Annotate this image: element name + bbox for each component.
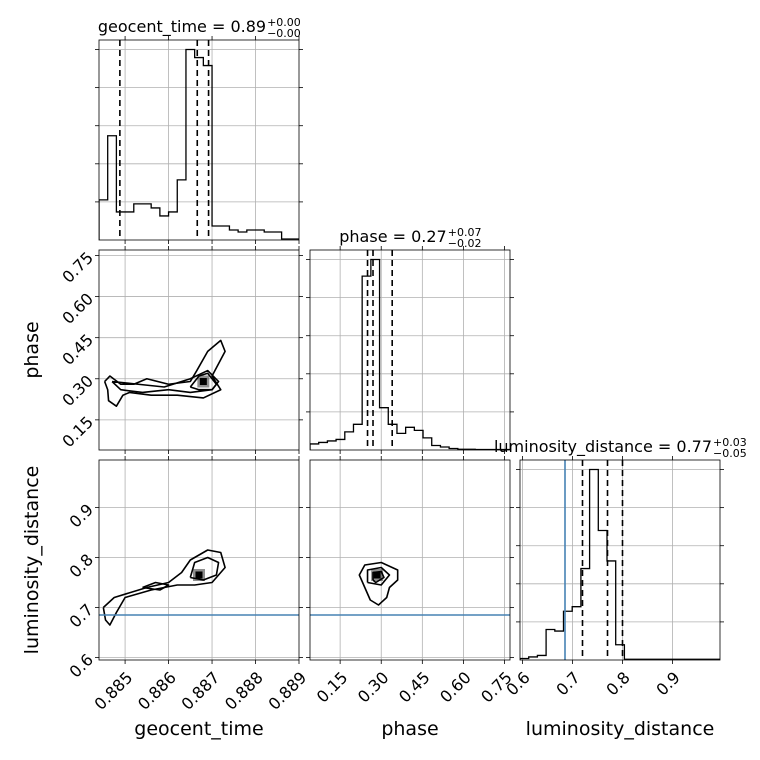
y-tick-label: 0.6 xyxy=(66,650,97,681)
panel-phase-vs-geocent_time xyxy=(95,246,303,454)
title-lower-error: −0.02 xyxy=(448,237,482,250)
title-upper-error: +0.00 xyxy=(267,16,301,29)
title-lower-error: −0.00 xyxy=(267,27,301,40)
title-phase: phase = 0.27 +0.07−0.02 xyxy=(339,226,481,250)
ylabel-phase: phase xyxy=(21,321,43,378)
x-tick-label: 0.15 xyxy=(313,668,352,707)
panel-frame xyxy=(98,39,300,241)
title-lower-error: −0.05 xyxy=(713,447,747,460)
contour-level-3 xyxy=(372,570,385,584)
title-main: geocent_time = 0.89 xyxy=(98,17,266,37)
histogram-step-geocent_time xyxy=(99,48,299,240)
y-tick-label: 0.75 xyxy=(58,248,97,287)
panel-frame xyxy=(98,249,300,451)
y-tick-label: 0.45 xyxy=(58,330,97,369)
xlabel-phase: phase xyxy=(381,718,438,740)
panel-frame xyxy=(309,459,511,661)
x-tick-label: 0.60 xyxy=(436,668,475,707)
ylabel-luminosity_distance: luminosity_distance xyxy=(21,466,43,655)
density-peak xyxy=(373,571,381,579)
panel-luminosity_distance-vs-phase xyxy=(306,456,514,664)
y-tick-label: 0.8 xyxy=(66,550,97,581)
title-upper-error: +0.03 xyxy=(713,436,747,449)
panel-frame xyxy=(519,459,721,661)
y-tick-label: 0.9 xyxy=(66,500,97,531)
contour-level-1 xyxy=(103,339,226,407)
hist-panel-phase: phase = 0.27 +0.07−0.02 xyxy=(306,226,514,454)
x-tick-label: 0.8 xyxy=(602,668,633,699)
panel-luminosity_distance-vs-geocent_time xyxy=(95,456,303,664)
hist-panel-luminosity_distance: luminosity_distance = 0.77 +0.03−0.05 xyxy=(494,436,747,664)
x-tick-label: 0.885 xyxy=(91,668,137,714)
y-tick-label: 0.60 xyxy=(58,289,97,328)
histogram-step-phase xyxy=(310,258,510,450)
density-peak xyxy=(199,378,207,386)
title-upper-error: +0.07 xyxy=(448,226,482,239)
contour-level-3 xyxy=(189,372,218,391)
x-tick-label: 0.45 xyxy=(395,668,434,707)
panel-frame xyxy=(98,459,300,661)
panel-frame xyxy=(309,249,511,451)
y-tick-label: 0.7 xyxy=(66,600,97,631)
title-luminosity_distance: luminosity_distance = 0.77 +0.03−0.05 xyxy=(494,436,747,460)
x-tick-label: 0.30 xyxy=(354,668,393,707)
x-tick-label: 0.887 xyxy=(178,668,224,714)
title-main: luminosity_distance = 0.77 xyxy=(494,437,712,457)
title-main: phase = 0.27 xyxy=(339,227,446,246)
y-tick-label: 0.30 xyxy=(58,371,97,410)
x-tick-label: 0.7 xyxy=(552,668,583,699)
contour-level-2 xyxy=(366,566,391,586)
axis-labels: geocent_time phase luminosity_distancephas… xyxy=(21,321,714,740)
hist-panel-geocent_time: geocent_time = 0.89 +0.00−0.00 xyxy=(95,16,303,244)
title-geocent_time: geocent_time = 0.89 +0.00−0.00 xyxy=(98,16,301,40)
histogram-step-luminosity_distance xyxy=(520,468,720,660)
x-tick-label: 0.886 xyxy=(134,668,180,714)
x-tick-label: 0.888 xyxy=(221,668,267,714)
density-peak xyxy=(195,571,203,579)
contour-level-2 xyxy=(142,581,170,591)
contour-level-3 xyxy=(189,556,220,581)
x-tick-label: 0.889 xyxy=(264,668,310,714)
xlabel-luminosity_distance: luminosity_distance xyxy=(526,718,715,740)
y-tick-label: 0.15 xyxy=(58,412,97,451)
x-tick-label: 0.9 xyxy=(652,668,683,699)
xlabel-geocent_time: geocent_time xyxy=(134,718,263,740)
contour-level-1 xyxy=(358,561,399,606)
